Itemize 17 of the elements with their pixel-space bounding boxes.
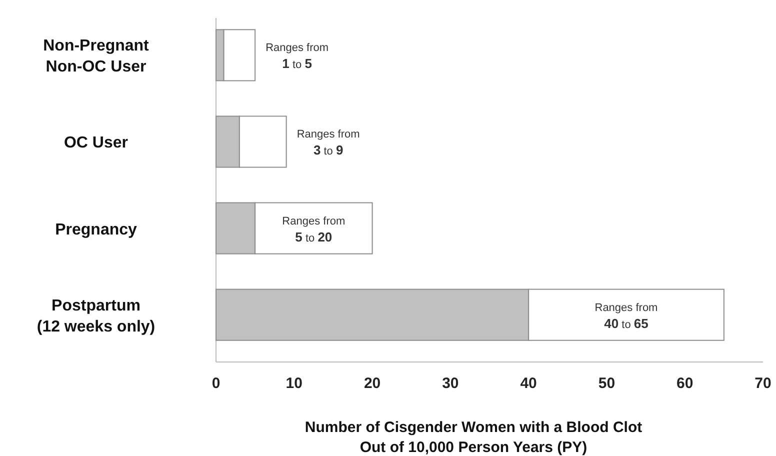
x-tick-label: 40 [520,375,537,392]
y-tick-label: OC User [64,134,128,152]
x-axis-title: Number of Cisgender Women with a Blood Clot Out of 10,000 Person Years (PY) [304,419,642,456]
x-tick-label: 0 [212,375,220,392]
x-tick-label: 10 [286,375,302,392]
y-tick-label: Non-Pregnant Non-OC User [43,38,150,76]
x-tick-label: 60 [676,375,694,392]
annotation: Ranges from 5 to 20 [282,215,346,244]
y-tick-label: Pregnancy [55,221,138,238]
annotation: Ranges from 40 to 65 [594,302,658,331]
y-tick-label: Postpartum (12 weeks only) [36,297,156,336]
annotation: Ranges from 3 to 9 [296,128,360,158]
x-tick-label: 70 [754,375,772,392]
x-tick-label: 50 [598,375,616,392]
x-tick-label: 30 [442,375,459,392]
annotation: Ranges from 1 to 5 [266,42,329,72]
x-tick-label: 20 [364,375,381,392]
